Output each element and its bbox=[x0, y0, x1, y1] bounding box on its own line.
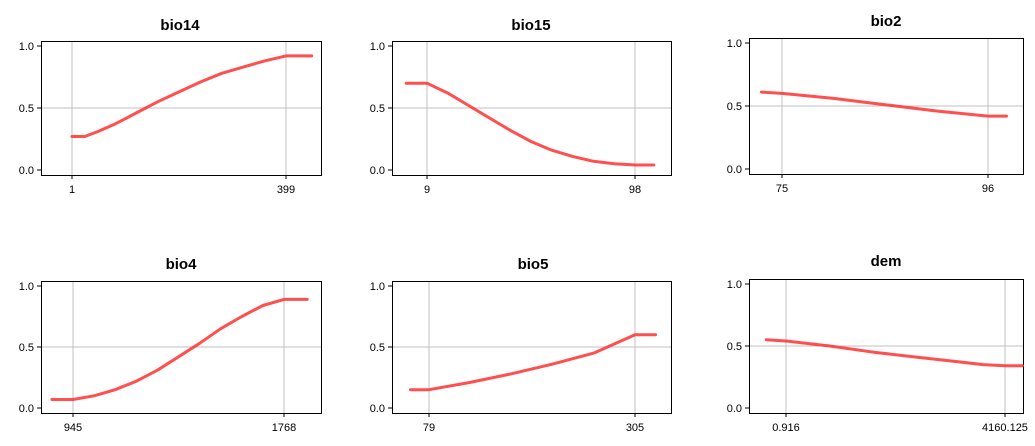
chart-title: bio4 bbox=[166, 256, 197, 273]
panel-dem: 0.0 0.5 1.0 0.916 4160.125 dem bbox=[727, 253, 1028, 434]
panel-bio15: 0.0 0.5 1.0 9 98 bio15 bbox=[370, 17, 672, 196]
chart-title: bio14 bbox=[160, 17, 200, 34]
chart-title: bio5 bbox=[518, 256, 549, 273]
y-tick-label: 0.5 bbox=[727, 101, 742, 113]
chart-title: bio2 bbox=[871, 13, 902, 30]
x-tick-label: 96 bbox=[982, 183, 994, 195]
y-tick-label: 0.5 bbox=[19, 103, 34, 115]
y-tick-label: 0.5 bbox=[370, 103, 385, 115]
chart-title: bio15 bbox=[511, 17, 550, 34]
y-tick-label: 0.5 bbox=[727, 341, 742, 353]
x-tick-label: 945 bbox=[64, 422, 82, 434]
y-tick-label: 0.0 bbox=[19, 165, 34, 177]
response-curve bbox=[759, 90, 1008, 118]
y-tick-label: 0.0 bbox=[727, 403, 742, 415]
response-curve bbox=[70, 54, 314, 138]
y-tick-label: 1.0 bbox=[727, 38, 742, 50]
panel-bio14: 0.0 0.5 1.0 1 399 bio14 bbox=[19, 17, 322, 196]
panel-bio5: 0.0 0.5 1.0 79 305 bio5 bbox=[370, 256, 672, 434]
response-curve bbox=[409, 333, 658, 392]
x-tick-label: 1768 bbox=[272, 422, 296, 434]
x-tick-label: 305 bbox=[626, 422, 644, 434]
x-tick-label: 0.916 bbox=[772, 422, 800, 434]
response-curve bbox=[764, 338, 1024, 368]
x-tick-label: 98 bbox=[629, 184, 641, 196]
panel-bio4: 0.0 0.5 1.0 945 1768 bio4 bbox=[19, 256, 322, 434]
plot-frame bbox=[392, 41, 672, 176]
y-tick-label: 0.0 bbox=[370, 165, 385, 177]
x-tick-label: 4160.125 bbox=[982, 422, 1028, 434]
chart-title: dem bbox=[871, 253, 902, 270]
plot-frame bbox=[41, 41, 322, 176]
response-curve bbox=[50, 297, 309, 401]
plot-frame bbox=[749, 279, 1024, 414]
y-tick-label: 0.0 bbox=[370, 403, 385, 415]
y-tick-label: 1.0 bbox=[19, 41, 34, 53]
plot-frame bbox=[392, 281, 672, 414]
y-tick-label: 1.0 bbox=[370, 281, 385, 293]
y-tick-label: 1.0 bbox=[370, 41, 385, 53]
plot-frame bbox=[41, 281, 322, 414]
x-tick-label: 79 bbox=[423, 422, 435, 434]
y-tick-label: 1.0 bbox=[19, 281, 34, 293]
x-tick-label: 399 bbox=[277, 184, 295, 196]
y-tick-label: 0.5 bbox=[370, 342, 385, 354]
y-tick-label: 0.0 bbox=[727, 164, 742, 176]
plot-frame bbox=[749, 38, 1024, 175]
y-tick-label: 1.0 bbox=[727, 279, 742, 291]
x-tick-label: 75 bbox=[776, 183, 788, 195]
panel-bio2: 0.0 0.5 1.0 75 96 bio2 bbox=[727, 13, 1024, 195]
x-tick-label: 9 bbox=[424, 184, 430, 196]
y-tick-label: 0.5 bbox=[19, 342, 34, 354]
response-curve bbox=[404, 81, 656, 167]
x-tick-label: 1 bbox=[69, 184, 75, 196]
y-tick-label: 0.0 bbox=[19, 403, 34, 415]
